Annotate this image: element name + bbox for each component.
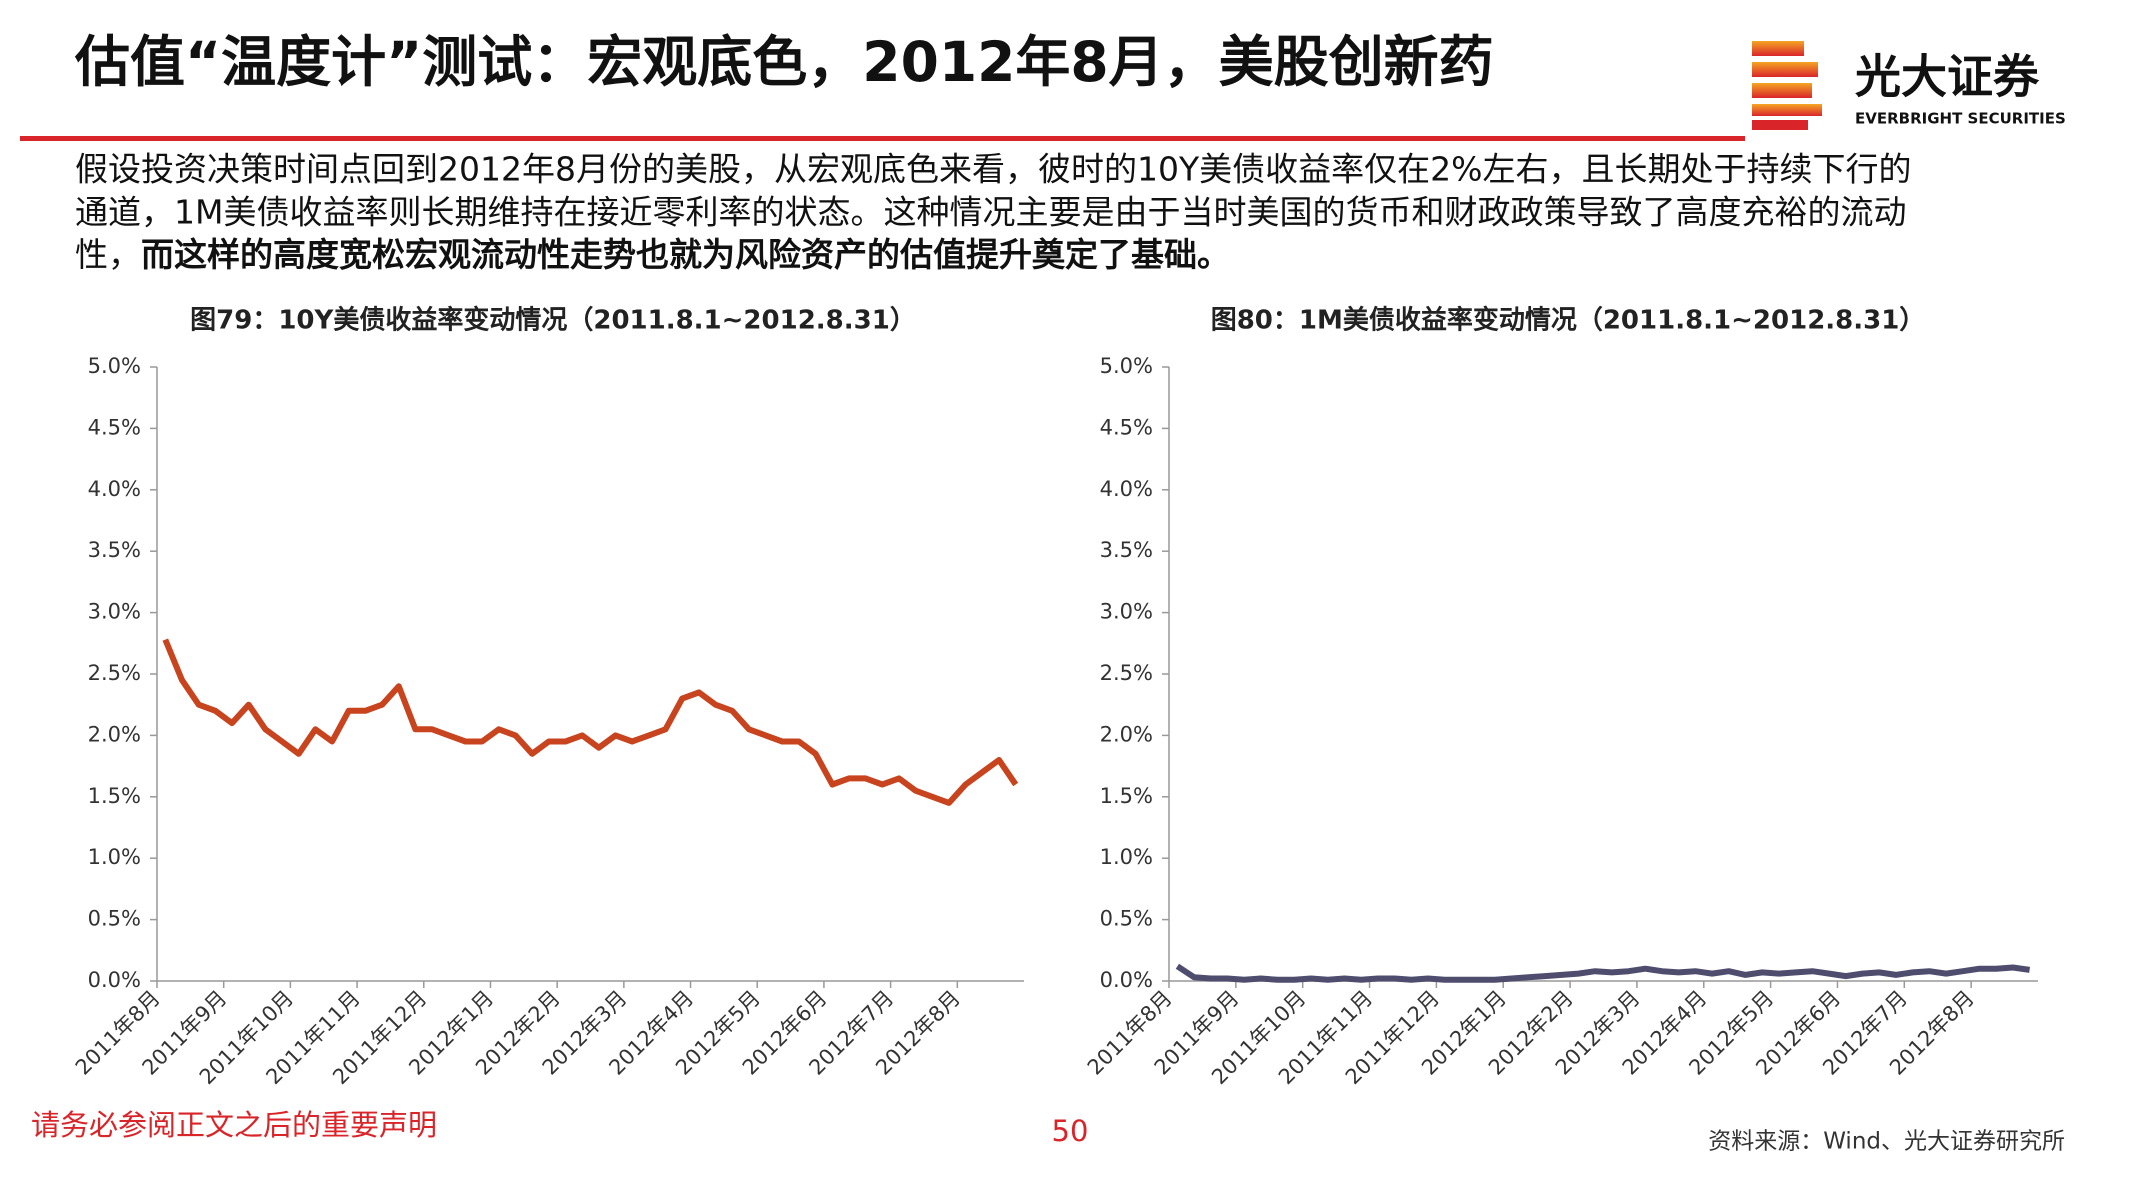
- y-tick-label: 1.0%: [1100, 845, 1153, 869]
- y-tick-label: 4.5%: [88, 415, 141, 439]
- y-tick-label: 4.5%: [1100, 415, 1153, 439]
- source: 资料来源：Wind、光大证券研究所: [1708, 1129, 2065, 1155]
- slide-title: 估值“温度计”测试：宏观底色，2012年8月，美股创新药: [74, 30, 1494, 94]
- y-tick-label: 3.0%: [1100, 600, 1153, 624]
- brand: 光大证券: [1855, 50, 2040, 104]
- body-line: 通道，1M美债收益率则长期维持在接近零利率的状态。这种情况主要是由于当时美国的货…: [75, 193, 1906, 232]
- y-tick-label: 3.5%: [1100, 538, 1153, 562]
- y-tick-label: 2.0%: [88, 722, 141, 746]
- body-line: 假设投资决策时间点回到2012年8月份的美股，从宏观底色来看，彼时的10Y美债收…: [75, 150, 1911, 189]
- y-tick-label: 1.5%: [1100, 784, 1153, 808]
- series-line: [1175, 963, 2031, 983]
- y-tick-label: 0.5%: [88, 907, 141, 931]
- logo: [1752, 41, 1822, 130]
- y-tick-label: 3.0%: [88, 600, 141, 624]
- body-text: 性，: [75, 235, 141, 274]
- brand-en: EVERBRIGHT SECURITIES: [1855, 110, 2066, 128]
- title-rule: [20, 136, 1745, 141]
- body-bold: 而这样的高度宽松宏观流动性走势也就为风险资产的估值提升奠定了基础。: [141, 235, 1230, 274]
- y-tick-label: 2.0%: [1100, 722, 1153, 746]
- page-number: 50: [1052, 1114, 1089, 1148]
- y-tick-label: 1.0%: [88, 845, 141, 869]
- disclaimer: 请务必参阅正文之后的重要声明: [31, 1108, 437, 1142]
- series-line: [162, 638, 1019, 806]
- y-tick-label: 0.0%: [88, 968, 141, 992]
- y-tick-label: 3.5%: [88, 538, 141, 562]
- y-tick-label: 1.5%: [88, 784, 141, 808]
- y-tick-label: 2.5%: [1100, 661, 1153, 685]
- y-tick-label: 0.0%: [1100, 968, 1153, 992]
- y-tick-label: 4.0%: [1100, 477, 1153, 501]
- y-tick-label: 5.0%: [88, 354, 141, 378]
- chart-title: 图79：10Y美债收益率变动情况（2011.8.1~2012.8.31）: [190, 305, 916, 336]
- chart-title: 图80：1M美债收益率变动情况（2011.8.1~2012.8.31）: [1211, 305, 1926, 336]
- body-line: 性，而这样的高度宽松宏观流动性走势也就为风险资产的估值提升奠定了基础。: [75, 235, 1230, 274]
- y-tick-label: 0.5%: [1100, 907, 1153, 931]
- y-tick-label: 2.5%: [88, 661, 141, 685]
- y-tick-label: 4.0%: [88, 477, 141, 501]
- y-tick-label: 5.0%: [1100, 354, 1153, 378]
